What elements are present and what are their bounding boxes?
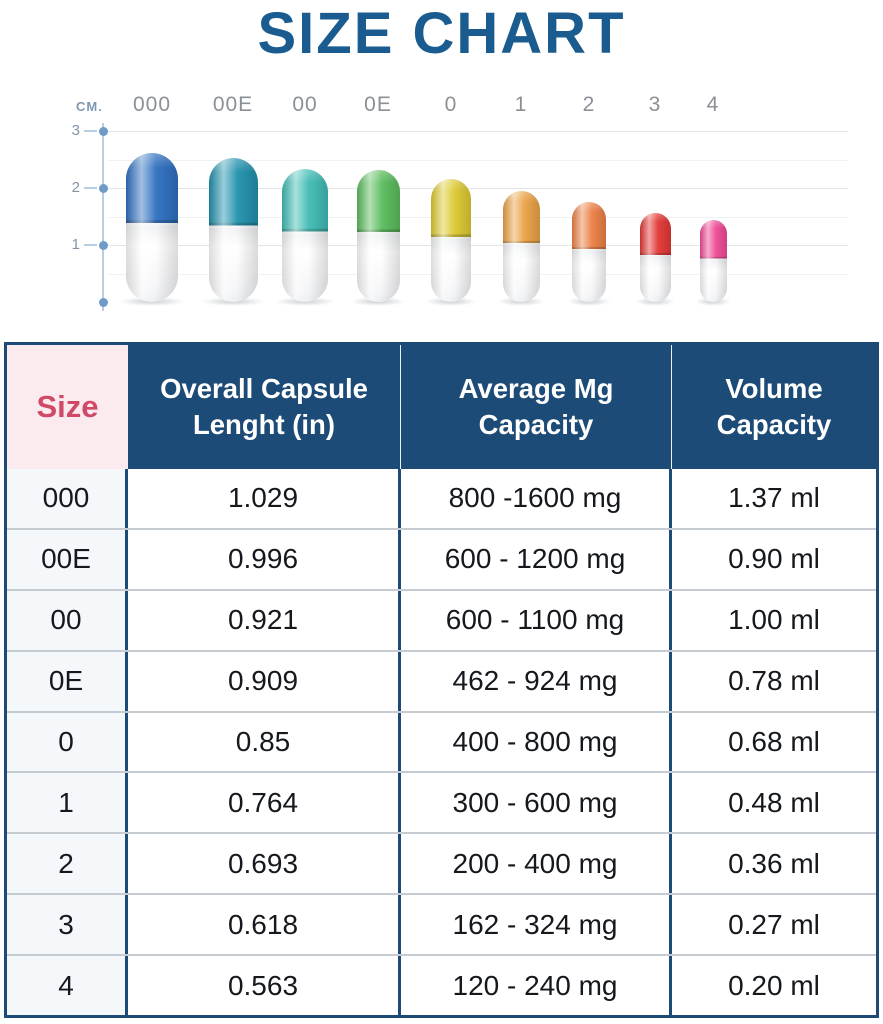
table-row: 00 0.921 600 - 1100 mg 1.00 ml	[7, 588, 876, 650]
size-cell: 4	[7, 956, 128, 1016]
length-cell: 0.909	[128, 651, 401, 711]
table-row: 0 0.85 400 - 800 mg 0.68 ml	[7, 710, 876, 772]
capsule-label: 000	[132, 93, 172, 116]
capsule	[126, 153, 178, 302]
table-row: 1 0.764 300 - 600 mg 0.48 ml	[7, 771, 876, 833]
page-title: SIZE CHART	[257, 1, 626, 66]
table-row: 0E 0.909 462 - 924 mg 0.78 ml	[7, 649, 876, 711]
gridline-major	[108, 131, 848, 132]
capsule	[502, 191, 540, 302]
volume-cell: 0.20 ml	[672, 956, 876, 1016]
axis-dot	[99, 184, 108, 193]
table-header: Size Overall Capsule Lenght (in) Average…	[7, 345, 876, 469]
axis-tick-dash	[84, 187, 97, 189]
mg-capacity-cell: 120 - 240 mg	[401, 956, 672, 1016]
size-cell: 000	[7, 469, 128, 528]
mg-capacity-cell: 300 - 600 mg	[401, 773, 672, 833]
size-cell: 00E	[7, 529, 128, 589]
length-cell: 0.996	[128, 529, 401, 589]
capsule-label: 00	[292, 93, 318, 116]
cm-unit-label: CM.	[76, 99, 103, 114]
header-cell-size: Size	[7, 345, 128, 469]
length-cell: 0.618	[128, 895, 401, 955]
capsule-label: 0	[444, 93, 458, 116]
axis-dot	[99, 241, 108, 250]
axis-dot	[99, 298, 108, 307]
capsule-size-chart: CM. 3 2 1 000 00E 00 0E 0 1 2 3 4	[0, 85, 883, 335]
volume-cell: 1.37 ml	[672, 469, 876, 528]
header-cell-length: Overall Capsule Lenght (in)	[128, 345, 401, 469]
mg-capacity-cell: 800 -1600 mg	[401, 469, 672, 528]
length-cell: 0.693	[128, 834, 401, 894]
capsule-label: 00E	[212, 93, 254, 116]
mg-capacity-cell: 162 - 324 mg	[401, 895, 672, 955]
length-cell: 0.921	[128, 590, 401, 650]
gridline-minor	[108, 216, 848, 218]
axis-tick-dash	[84, 244, 97, 246]
size-table: Size Overall Capsule Lenght (in) Average…	[4, 342, 879, 1018]
capsule-label: 4	[706, 93, 720, 116]
size-cell: 3	[7, 895, 128, 955]
capsule-label: 2	[582, 93, 596, 116]
length-cell: 1.029	[128, 469, 401, 528]
gridline-major	[108, 188, 848, 189]
gridline-minor	[108, 273, 848, 275]
mg-capacity-cell: 600 - 1100 mg	[401, 590, 672, 650]
length-cell: 0.563	[128, 956, 401, 1016]
size-cell: 0E	[7, 651, 128, 711]
capsule	[639, 212, 671, 302]
volume-cell: 0.90 ml	[672, 529, 876, 589]
volume-cell: 0.68 ml	[672, 712, 876, 772]
capsule	[699, 220, 727, 302]
table-row: 00E 0.996 600 - 1200 mg 0.90 ml	[7, 527, 876, 589]
capsule	[356, 170, 400, 302]
gridline-major	[108, 245, 848, 246]
size-cell: 1	[7, 773, 128, 833]
volume-cell: 0.48 ml	[672, 773, 876, 833]
volume-cell: 0.36 ml	[672, 834, 876, 894]
table-row: 4 0.563 120 - 240 mg 0.20 ml	[7, 954, 876, 1016]
mg-capacity-cell: 400 - 800 mg	[401, 712, 672, 772]
axis-tick-label: 3	[71, 122, 80, 139]
capsule-label: 1	[514, 93, 528, 116]
size-cell: 0	[7, 712, 128, 772]
capsule	[282, 168, 328, 302]
length-cell: 0.85	[128, 712, 401, 772]
volume-cell: 0.78 ml	[672, 651, 876, 711]
volume-cell: 1.00 ml	[672, 590, 876, 650]
table-row: 000 1.029 800 -1600 mg 1.37 ml	[7, 469, 876, 528]
mg-capacity-cell: 462 - 924 mg	[401, 651, 672, 711]
axis-tick-label: 1	[71, 236, 80, 253]
capsule-label: 0E	[364, 93, 392, 116]
capsule	[208, 157, 258, 302]
axis-dot	[99, 127, 108, 136]
axis-tick-dash	[84, 130, 97, 132]
capsule-label: 3	[648, 93, 662, 116]
table-body: 000 1.029 800 -1600 mg 1.37 ml 00E 0.996 600 -…	[7, 469, 876, 1016]
header-cell-mg: Average Mg Capacity	[401, 345, 672, 469]
table-row: 2 0.693 200 - 400 mg 0.36 ml	[7, 832, 876, 894]
mg-capacity-cell: 600 - 1200 mg	[401, 529, 672, 589]
capsule	[572, 201, 606, 302]
size-cell: 00	[7, 590, 128, 650]
length-cell: 0.764	[128, 773, 401, 833]
header-cell-volume: Volume Capacity	[672, 345, 876, 469]
volume-cell: 0.27 ml	[672, 895, 876, 955]
gridline-minor	[108, 159, 848, 161]
size-cell: 2	[7, 834, 128, 894]
axis-tick-label: 2	[71, 179, 80, 196]
axis-line	[102, 123, 104, 311]
capsule	[431, 178, 471, 302]
mg-capacity-cell: 200 - 400 mg	[401, 834, 672, 894]
table-row: 3 0.618 162 - 324 mg 0.27 ml	[7, 893, 876, 955]
